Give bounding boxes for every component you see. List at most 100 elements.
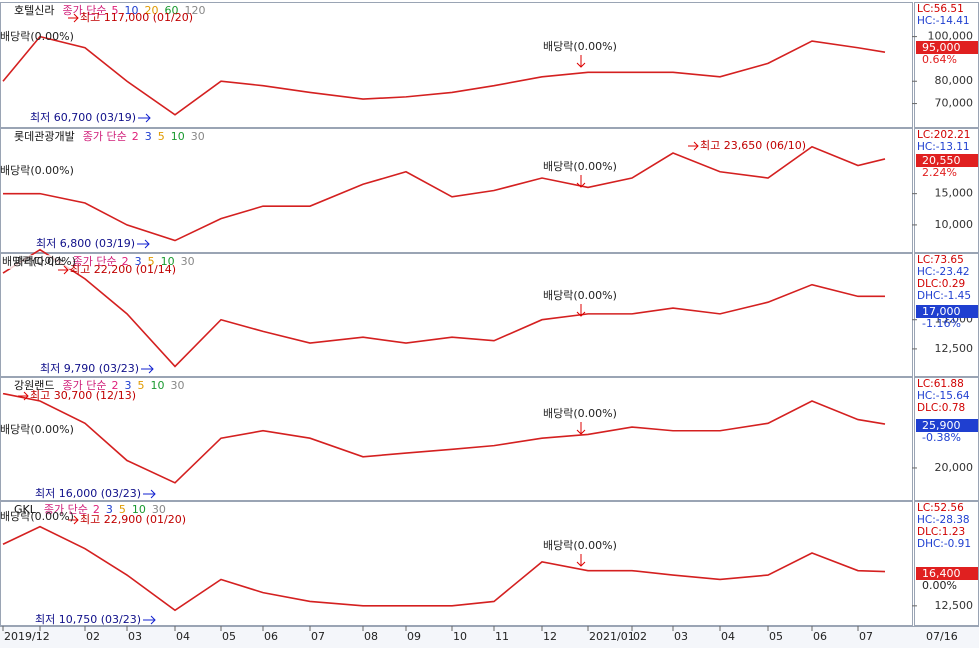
dividend-label: 배당락(0.00%): [0, 30, 74, 43]
panel-frame: [0, 253, 913, 377]
high-label: 최고 22,200 (01/14): [70, 263, 176, 276]
high-label: 최고 30,700 (12/13): [30, 389, 136, 402]
ma-period: 5: [137, 379, 144, 392]
change-label: 2.24%: [922, 166, 957, 179]
indicator: DHC:-1.45: [917, 290, 971, 302]
time-label: 2019/12: [4, 630, 50, 643]
ma-period: 5: [158, 130, 165, 143]
time-label: 06: [813, 630, 827, 643]
axis-frame: [914, 377, 979, 501]
price-box: [916, 305, 978, 318]
indicator: DLC:0.78: [917, 402, 965, 414]
time-label: 09: [407, 630, 421, 643]
ma-period: 120: [184, 4, 205, 17]
low-arrow: [137, 239, 150, 249]
price-label: 20,550: [922, 154, 961, 167]
high-label: 최고 117,000 (01/20): [80, 11, 193, 24]
ma-period: 2: [93, 503, 100, 516]
ma-period: 10: [124, 4, 138, 17]
title-bg: [2, 503, 82, 517]
change-label: -0.38%: [922, 431, 961, 444]
ma-period: 20: [144, 4, 158, 17]
ma-period: 2: [122, 255, 129, 268]
time-label: 03: [128, 630, 142, 643]
low-arrow: [143, 489, 156, 499]
ma-period: 3: [145, 130, 152, 143]
low-label: 최저 6,800 (03/19): [36, 237, 135, 250]
y-tick-label: 12,500: [935, 599, 974, 612]
ma-period: 30: [181, 255, 195, 268]
high-label: 최고 23,650 (06/10): [700, 139, 806, 152]
time-label: 07: [859, 630, 873, 643]
time-label: 12: [543, 630, 557, 643]
low-arrow: [138, 113, 151, 123]
ma-period: 10: [161, 255, 175, 268]
time-label: 08: [364, 630, 378, 643]
low-label: 최저 9,790 (03/23): [40, 362, 139, 375]
ma-period: 10: [132, 503, 146, 516]
low-label: 최저 16,000 (03/23): [35, 487, 141, 500]
ma-label: 종가 단순: [83, 130, 127, 143]
time-label: 05: [769, 630, 783, 643]
y-tick-label: 80,000: [935, 74, 974, 87]
price-label: 16,400: [922, 567, 961, 580]
indicator: LC:202.21: [917, 129, 970, 141]
panel-frame: [0, 501, 913, 626]
price-box: [916, 419, 978, 432]
dividend-label: 배당락(0.00%): [543, 40, 617, 53]
indicator: HC:-14.41: [917, 15, 970, 27]
low-arrow: [141, 364, 154, 374]
time-label: 07/16: [926, 630, 958, 643]
panel-title: 롯데관광개발: [14, 130, 75, 143]
panel-title: 강원랜드: [14, 379, 54, 392]
panel-frame: [0, 2, 913, 128]
dividend-arrow: [576, 304, 586, 317]
indicator: HC:-23.42: [917, 266, 970, 278]
change-label: 0.64%: [922, 53, 957, 66]
price-box: [916, 567, 978, 580]
axis-frame: [914, 501, 979, 626]
ma-period: 30: [170, 379, 184, 392]
ma-period: 2: [111, 379, 118, 392]
dividend-arrow: [576, 175, 586, 188]
time-axis-bg: [0, 626, 979, 648]
change-label: 0.00%: [922, 579, 957, 592]
time-label: 05: [222, 630, 236, 643]
high-arrow: [688, 141, 699, 151]
title-bg: [2, 4, 82, 18]
indicator: DLC:0.29: [917, 278, 965, 290]
time-label: 07: [311, 630, 325, 643]
ma-period: 10: [150, 379, 164, 392]
ma-period: 5: [119, 503, 126, 516]
price-label: 95,000: [922, 41, 961, 54]
dividend-label: 배당락(0.00%): [543, 289, 617, 302]
indicator: HC:-28.38: [917, 514, 970, 526]
time-label: 11: [495, 630, 509, 643]
change-label: -1.16%: [922, 317, 961, 330]
ma-period: 10: [171, 130, 185, 143]
price-box: [916, 154, 978, 167]
ma-period: 60: [164, 4, 178, 17]
axis-frame: [914, 128, 979, 253]
dividend-label: 배당락(0.00%): [0, 423, 74, 436]
time-label: 10: [453, 630, 467, 643]
panel-title: 호텔신라: [14, 4, 54, 17]
high-arrow: [58, 265, 69, 275]
ma-period: 5: [111, 4, 118, 17]
ma-period: 5: [148, 255, 155, 268]
price-box: [916, 41, 978, 54]
dividend-arrow: [576, 55, 586, 68]
price-label: 17,000: [922, 305, 961, 318]
ma-period: 2: [132, 130, 139, 143]
dividend-arrow: [576, 422, 586, 435]
title-bg: [2, 379, 82, 393]
y-tick-label: 15,000: [935, 187, 974, 200]
y-tick-label: 70,000: [935, 97, 974, 110]
dividend-label: 배당락(0.00%): [543, 407, 617, 420]
panel-title: GKL: [14, 503, 37, 516]
time-label: 02: [86, 630, 100, 643]
high-arrow: [68, 13, 79, 23]
axis-frame: [914, 2, 979, 128]
indicator: HC:-15.64: [917, 390, 970, 402]
